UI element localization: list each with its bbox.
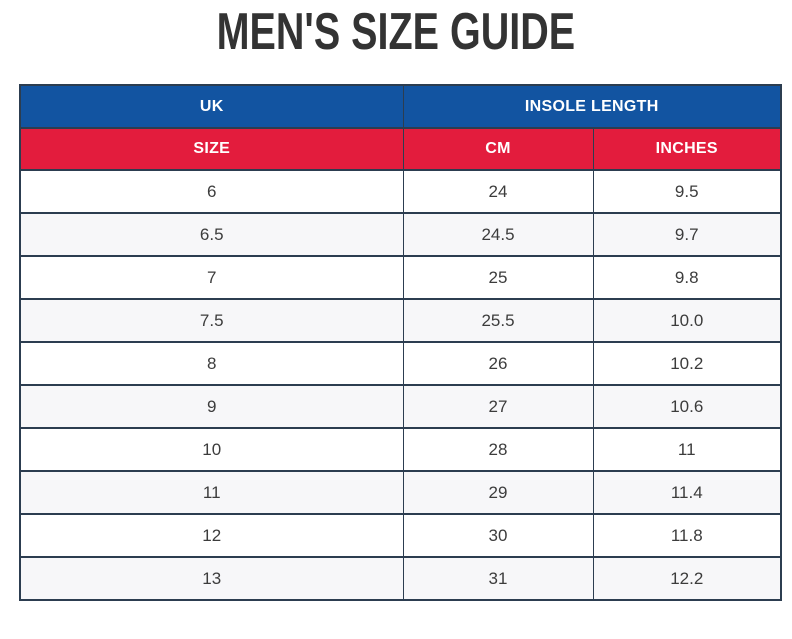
table-row: 6 24 9.5 bbox=[19, 169, 782, 214]
size-guide-table: UK INSOLE LENGTH SIZE CM INCHES 6 24 9.5 6.… bbox=[19, 84, 782, 601]
cell-inches: 10.0 bbox=[592, 298, 782, 343]
cell-cm: 28 bbox=[402, 427, 594, 472]
cell-cm: 29 bbox=[402, 470, 594, 515]
table-row: 12 30 11.8 bbox=[19, 513, 782, 558]
cell-cm: 26 bbox=[402, 341, 594, 386]
table-row: 13 31 12.2 bbox=[19, 556, 782, 601]
cell-inches: 10.6 bbox=[592, 384, 782, 429]
cell-cm: 24 bbox=[402, 169, 594, 214]
cell-size: 10 bbox=[19, 427, 404, 472]
cell-inches: 9.8 bbox=[592, 255, 782, 300]
cell-inches: 12.2 bbox=[592, 556, 782, 601]
cell-size: 7 bbox=[19, 255, 404, 300]
cell-cm: 24.5 bbox=[402, 212, 594, 257]
cell-inches: 10.2 bbox=[592, 341, 782, 386]
cell-size: 12 bbox=[19, 513, 404, 558]
table-row: 7.5 25.5 10.0 bbox=[19, 298, 782, 343]
size-guide-table-header: UK INSOLE LENGTH SIZE CM INCHES bbox=[19, 84, 782, 171]
cell-cm: 25 bbox=[402, 255, 594, 300]
cell-inches: 9.7 bbox=[592, 212, 782, 257]
size-guide-table-body: 6 24 9.5 6.5 24.5 9.7 7 25 9.8 7.5 25.5 10.0 8 26 10.2… bbox=[19, 169, 782, 601]
cell-cm: 27 bbox=[402, 384, 594, 429]
cell-inches: 9.5 bbox=[592, 169, 782, 214]
page-title: MEN'S SIZE GUIDE bbox=[0, 6, 792, 58]
cell-cm: 25.5 bbox=[402, 298, 594, 343]
cell-cm: 30 bbox=[402, 513, 594, 558]
cell-size: 7.5 bbox=[19, 298, 404, 343]
table-row: 7 25 9.8 bbox=[19, 255, 782, 300]
cell-inches: 11.8 bbox=[592, 513, 782, 558]
cell-size: 9 bbox=[19, 384, 404, 429]
header-group-row: UK INSOLE LENGTH bbox=[19, 84, 782, 129]
cell-size: 8 bbox=[19, 341, 404, 386]
cell-size: 13 bbox=[19, 556, 404, 601]
header-uk: UK bbox=[19, 84, 404, 129]
cell-size: 11 bbox=[19, 470, 404, 515]
cell-inches: 11 bbox=[592, 427, 782, 472]
table-row: 8 26 10.2 bbox=[19, 341, 782, 386]
header-cm: CM bbox=[402, 127, 594, 171]
cell-inches: 11.4 bbox=[592, 470, 782, 515]
header-inches: INCHES bbox=[592, 127, 782, 171]
page-title-text: MEN'S SIZE GUIDE bbox=[216, 3, 576, 61]
table-row: 9 27 10.6 bbox=[19, 384, 782, 429]
table-row: 11 29 11.4 bbox=[19, 470, 782, 515]
cell-cm: 31 bbox=[402, 556, 594, 601]
header-size: SIZE bbox=[19, 127, 404, 171]
header-sub-row: SIZE CM INCHES bbox=[19, 127, 782, 171]
cell-size: 6 bbox=[19, 169, 404, 214]
header-insole-length: INSOLE LENGTH bbox=[402, 84, 782, 129]
table-row: 10 28 11 bbox=[19, 427, 782, 472]
cell-size: 6.5 bbox=[19, 212, 404, 257]
table-row: 6.5 24.5 9.7 bbox=[19, 212, 782, 257]
